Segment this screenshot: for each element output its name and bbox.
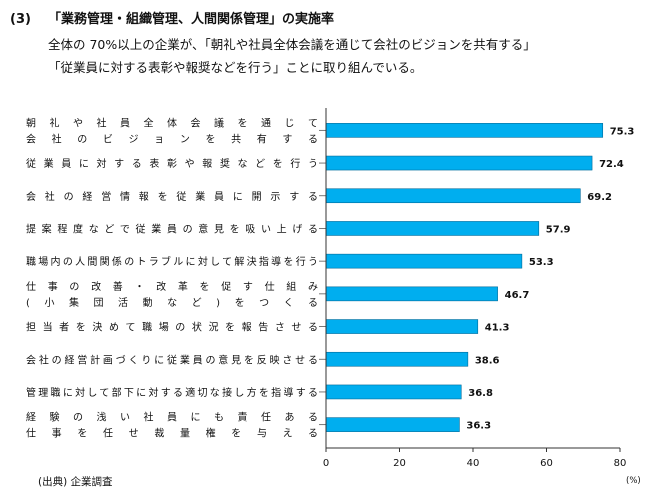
category-label: 従業員に対する表彰や報奨などを行う [26, 157, 318, 170]
x-tick-label: 0 [323, 458, 329, 469]
category-label: 担当者を決めて職場の状況を報告させる [26, 321, 318, 334]
category-label: 経験の浅い社員にも責任ある [26, 411, 318, 424]
chart-heading: (3) 「業務管理・組織管理、人間関係管理」の実施率 [10, 8, 334, 27]
bar [325, 221, 540, 236]
value-label: 41.3 [485, 323, 510, 334]
value-label: 57.9 [546, 224, 571, 235]
x-tick-label: 60 [540, 458, 553, 469]
x-tick-label: 40 [467, 458, 480, 469]
summary-line-2: 「従業員に対する表彰や報奨などを行う」ことに取り組んでいる。 [48, 60, 423, 75]
heading-number: (3) [10, 12, 31, 27]
category-label: 仕事の改善・改革を促す仕組み [26, 280, 318, 293]
value-label: 36.8 [468, 388, 493, 399]
bar [325, 384, 462, 400]
bar [325, 155, 593, 171]
value-label: 36.3 [466, 421, 491, 432]
bar [325, 123, 604, 138]
bar [325, 253, 523, 269]
heading-title: 「業務管理・組織管理、人間関係管理」の実施率 [48, 12, 335, 27]
category-label: 仕事を任せ裁量権を与える [26, 427, 318, 440]
category-label: 提案程度などで従業員の意見を吸い上げる [26, 222, 318, 235]
category-label: 会社のビジョンを共有する [26, 132, 318, 145]
unit-label: (%) [626, 476, 641, 486]
category-label: 職場内の人間関係のトラブルに対して解決指導を行う [26, 255, 318, 268]
value-label: 72.4 [599, 159, 624, 170]
category-label: 朝礼や社員全体会議を通じて [26, 116, 318, 129]
value-label: 46.7 [505, 290, 530, 301]
bar [325, 286, 498, 302]
x-tick-label: 20 [393, 458, 406, 469]
category-label: (小集団活動など)をつくる [26, 296, 318, 309]
summary-line-1: 全体の 70%以上の企業が、「朝礼や社員全体会議を通じて会社のビジョンを共有する… [48, 37, 536, 52]
category-label: 会社の経営計画づくりに従業員の意見を反映させる [26, 353, 318, 366]
value-label: 38.6 [475, 355, 500, 366]
value-label: 75.3 [610, 126, 635, 137]
value-label: 69.2 [587, 192, 612, 203]
source-note: (出典) 企業調査 [38, 476, 113, 488]
value-label: 53.3 [529, 257, 554, 268]
category-label: 管理職に対して部下に対する適切な接し方を指導する [26, 386, 318, 399]
bar [325, 319, 479, 334]
category-label: 会社の経営情報を従業員に開示する [26, 190, 318, 203]
bar [325, 417, 460, 432]
x-tick-label: 80 [614, 458, 627, 469]
bar [325, 351, 469, 367]
bar [325, 188, 581, 204]
